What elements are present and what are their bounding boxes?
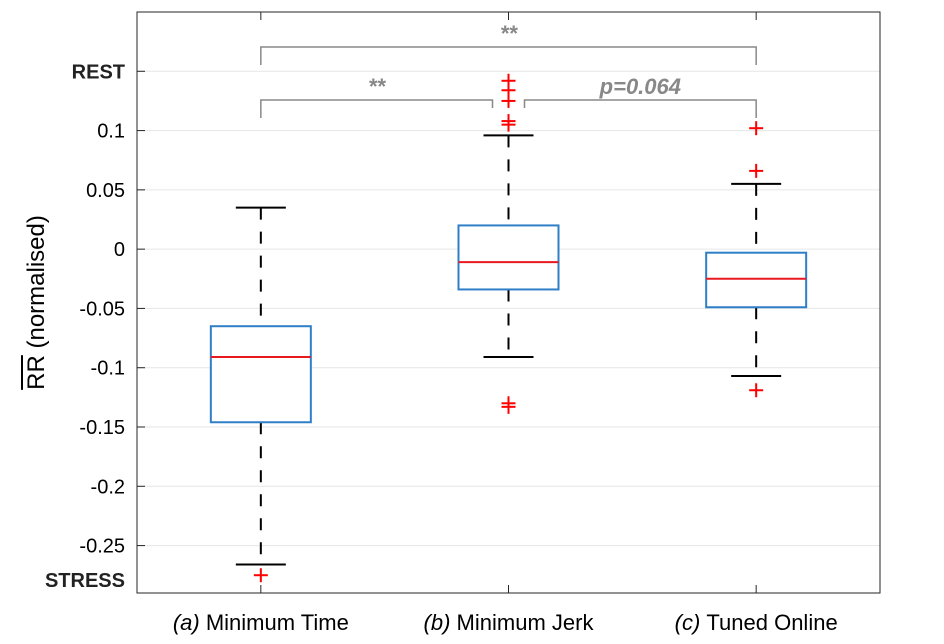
box-group-1	[209, 206, 312, 583]
iqr-box	[457, 224, 560, 291]
x-category-label: (c) Tuned Online	[675, 610, 838, 635]
significance-bracket: p=0.064	[523, 74, 757, 118]
x-category-prefix: (c)	[675, 610, 707, 635]
y-tick-label: 0.1	[97, 121, 125, 143]
stress-label: STRESS	[45, 570, 125, 592]
y-tick-label: -0.25	[79, 536, 125, 558]
outlier-marker	[749, 163, 764, 178]
outlier-marker	[749, 383, 764, 398]
bracket-line	[260, 46, 757, 65]
x-category-name: Minimum Time	[206, 610, 349, 635]
y-tick-label: -0.1	[91, 358, 125, 380]
x-category-prefix: (a)	[173, 610, 206, 635]
outlier-marker	[501, 73, 516, 88]
x-category-label: (b) Minimum Jerk	[424, 610, 595, 635]
x-axis-labels: (a) Minimum Time (b) Minimum Jerk (c) Tune…	[173, 610, 838, 635]
box-group-3	[705, 121, 808, 398]
y-axis-ticks: -0.25 -0.2 -0.15 -0.1 -0.05 0 0.05 0.1	[79, 12, 757, 593]
y-tick-label: 0.05	[86, 180, 125, 202]
significance-annotations: ** ** p=0.064	[260, 21, 757, 118]
x-category-prefix: (b)	[424, 610, 457, 635]
y-axis-label: RR (normalised)	[23, 215, 50, 390]
significance-bracket: **	[260, 21, 757, 65]
y-tick-label: -0.05	[79, 298, 125, 320]
bracket-line	[260, 99, 494, 118]
y-axis-label-rr: RR	[23, 355, 50, 390]
box-group-2	[457, 73, 560, 414]
y-tick-label: -0.15	[79, 417, 125, 439]
outlier-marker	[253, 568, 268, 583]
y-tick-label: 0	[114, 239, 125, 261]
y-tick-label: -0.2	[91, 476, 125, 498]
x-category-name: Minimum Jerk	[457, 610, 595, 635]
significance-label: **	[368, 74, 387, 99]
significance-label: p=0.064	[599, 74, 681, 99]
y-axis-label-normalised: (normalised)	[23, 215, 50, 355]
outlier-marker	[749, 121, 764, 136]
outlier-marker	[501, 399, 516, 414]
significance-bracket: **	[260, 74, 494, 118]
x-category-name: Tuned Online	[706, 610, 837, 635]
significance-label: **	[500, 21, 519, 46]
iqr-box	[705, 251, 808, 309]
x-category-label: (a) Minimum Time	[173, 610, 349, 635]
box-series	[209, 73, 808, 583]
y-axis-title: RR (normalised)	[21, 215, 50, 390]
outlier-marker	[501, 114, 516, 129]
rest-label: REST	[72, 61, 125, 83]
iqr-box	[209, 325, 312, 424]
bracket-line	[523, 99, 757, 118]
